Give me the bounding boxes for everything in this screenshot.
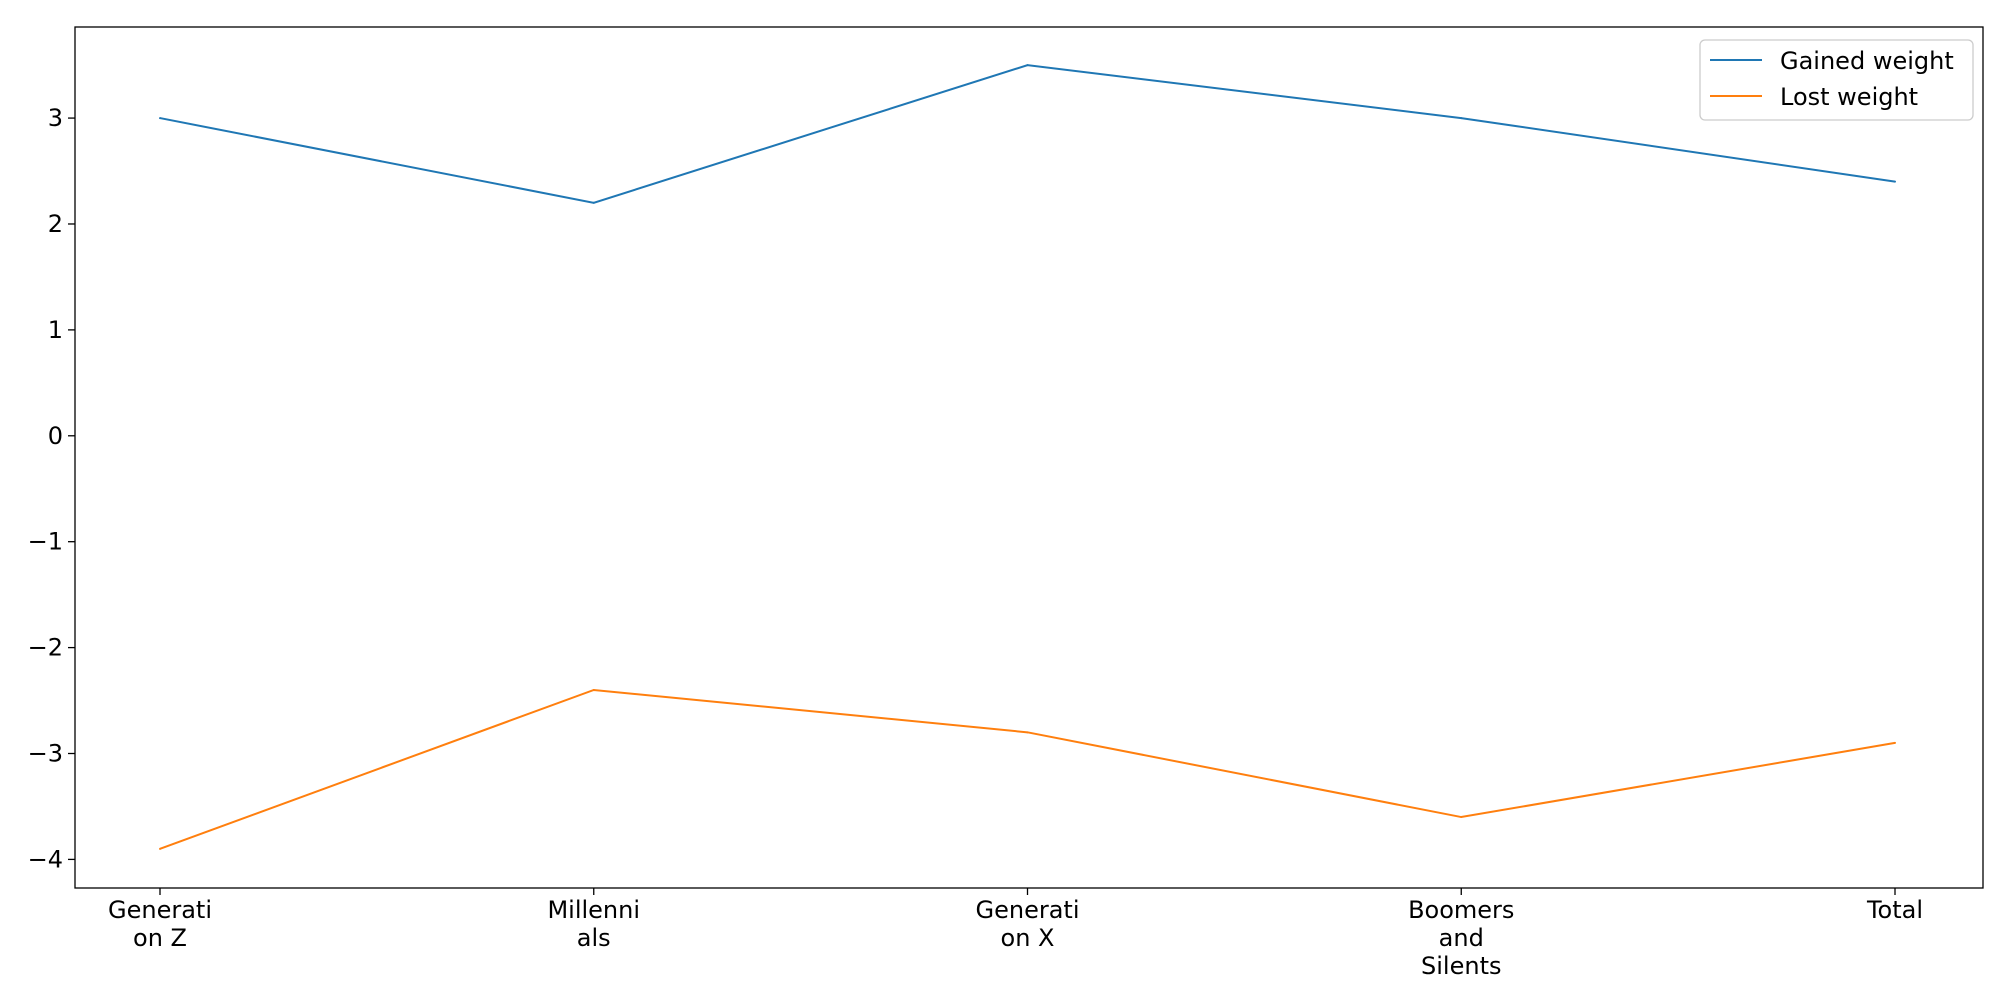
legend: Gained weight Lost weight (1699, 39, 1974, 121)
x-tick-label-line: Generati (976, 896, 1080, 924)
data-point (159, 117, 161, 120)
x-tick-label: Generati on Z (108, 896, 212, 952)
plot-frame (74, 26, 1984, 889)
y-tick-label: 1 (48, 316, 63, 344)
x-tick-label: Total (1866, 896, 1923, 924)
y-tick-label: 2 (48, 210, 63, 238)
series-line-gained-weight (159, 64, 1896, 204)
data-point (1460, 816, 1463, 819)
x-tick-label-line: Millenni (547, 896, 640, 924)
data-point (159, 847, 161, 850)
x-tick-label-line: Silents (1421, 952, 1501, 980)
x-tick-label: Boomers and Silents (1408, 896, 1514, 980)
x-tick-label-line: and (1439, 924, 1484, 952)
data-point (1894, 741, 1896, 744)
x-tick-label-line: Generati (108, 896, 212, 924)
series-line-lost-weight (159, 688, 1896, 850)
data-point (592, 688, 595, 691)
data-point (1460, 117, 1463, 120)
legend-label: Lost weight (1780, 83, 1918, 111)
legend-box (1699, 39, 1974, 121)
y-axis: −4 −3 −2 −1 0 1 2 3 (28, 104, 75, 873)
x-tick-label: Millenni als (547, 896, 640, 952)
y-tick-label: −4 (28, 845, 63, 873)
y-tick-label: −3 (28, 740, 63, 768)
x-tick-label-line: on X (1001, 924, 1055, 952)
data-point (1026, 731, 1029, 734)
data-point (1026, 64, 1029, 67)
y-tick-label: −1 (28, 528, 63, 556)
y-tick-label: −2 (28, 634, 63, 662)
series-layer (159, 64, 1896, 850)
x-tick-label-line: Boomers (1408, 896, 1514, 924)
x-tick-label-line: als (577, 924, 611, 952)
x-tick-label: Generati on X (976, 896, 1080, 952)
data-point (592, 201, 595, 204)
legend-label: Gained weight (1780, 47, 1954, 75)
x-tick-label-line: on Z (133, 924, 187, 952)
y-tick-label: 3 (48, 104, 63, 132)
y-tick-label: 0 (48, 422, 63, 450)
data-point (1894, 180, 1896, 183)
x-tick-label-line: Total (1866, 896, 1923, 924)
